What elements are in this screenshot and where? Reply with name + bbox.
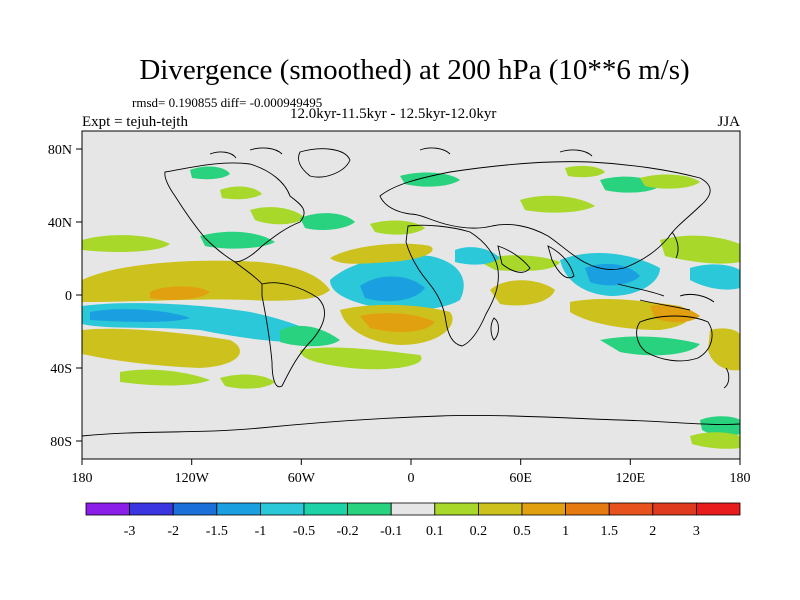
colorbar-label: -1.5 <box>206 524 228 539</box>
time-range-label: 12.0kyr-11.5kyr - 12.5kyr-12.0kyr <box>290 106 497 122</box>
coast-africa <box>405 224 499 347</box>
x-tick-120e: 120E <box>616 471 646 486</box>
europe-green <box>370 220 425 235</box>
colorbar-label: -0.5 <box>293 524 315 539</box>
north-pacific-negative <box>200 231 275 249</box>
south-pacific-positive <box>82 328 240 368</box>
colorbar-box <box>477 502 523 516</box>
atlantic-north-positive <box>330 243 433 264</box>
coast-australia <box>636 315 713 362</box>
arctic-negative-1 <box>190 166 230 180</box>
coast-madagascar <box>490 317 499 341</box>
colorbar-label: 0.2 <box>470 524 488 539</box>
x-tick-60w: 60W <box>288 471 316 486</box>
west-pacific-negative <box>690 264 740 290</box>
colorbar-box <box>696 502 741 516</box>
coast-india <box>547 245 575 279</box>
east-africa-negative <box>455 247 500 265</box>
x-tick-0: 0 <box>408 471 415 486</box>
coast-europe-asia <box>379 161 711 271</box>
coast-arctic-islands <box>209 147 593 159</box>
colorbar-box <box>652 502 697 516</box>
southern-ocean-green-2 <box>690 432 740 449</box>
colorbar-box <box>303 502 348 516</box>
south-pacific-green-edge <box>120 369 210 386</box>
arabian-positive <box>490 280 555 306</box>
arctic-green-1 <box>220 186 262 200</box>
rmsd-diff-stats: rmsd= 0.190855 diff= -0.000949495 <box>132 95 323 110</box>
x-tick-120w: 120W <box>175 471 210 486</box>
south-atlantic-positive-core <box>360 313 435 332</box>
colorbar-box <box>347 502 392 516</box>
x-tick-180w: 180 <box>72 471 93 486</box>
colorbar-label: 1 <box>562 524 569 539</box>
y-tick-80n: 80N <box>48 143 72 158</box>
colorbar-label: -0.1 <box>380 524 402 539</box>
south-atlantic-green-band <box>300 347 422 370</box>
y-tick-40s: 40S <box>50 362 72 377</box>
asia-negative-core <box>585 263 640 286</box>
coast-greenland <box>298 148 351 178</box>
north-america-green <box>250 207 305 225</box>
southern-ocean-negative <box>700 416 740 437</box>
colorbar-box <box>521 502 566 516</box>
colorbar-label: 0.1 <box>426 524 444 539</box>
x-tick-60e: 60E <box>509 471 532 486</box>
colorbar-label: -2 <box>167 524 179 539</box>
coast-new-zealand <box>723 367 730 389</box>
colorbar-label: 0.5 <box>513 524 531 539</box>
coast-maritime-continent <box>617 283 715 311</box>
south-atlantic-negative-band <box>280 325 340 347</box>
coastlines <box>82 147 740 437</box>
colorbar-label: -0.2 <box>337 524 359 539</box>
colorbar-label: 2 <box>649 524 656 539</box>
indian-ocean-core <box>650 304 700 323</box>
colorbar-label: 3 <box>693 524 700 539</box>
central-asia-green <box>520 195 595 213</box>
x-tick-180e: 180 <box>730 471 751 486</box>
australia-south-negative <box>600 336 700 356</box>
arctic-negative-2 <box>400 172 460 187</box>
atlantic-negative-core <box>360 276 425 302</box>
colorbar-box <box>434 502 479 516</box>
coast-japan <box>671 231 679 259</box>
arctic-green-3 <box>565 165 605 178</box>
west-pacific-green <box>660 235 740 264</box>
contour-fills <box>82 165 740 449</box>
y-tick-80s: 80S <box>50 435 72 450</box>
colorbar-box <box>85 502 130 516</box>
coast-antarctica <box>82 415 740 437</box>
coast-south-america <box>261 282 325 388</box>
experiment-label: Expt = tejuh-tejth <box>82 114 188 130</box>
colorbar-box <box>259 502 305 516</box>
south-pacific-negative-core <box>90 309 190 322</box>
chart-title: Divergence (smoothed) at 200 hPa (10**6 … <box>139 54 690 86</box>
north-atlantic-negative <box>300 213 355 230</box>
axis-tick-marks <box>76 148 741 465</box>
colorbar-box <box>216 502 261 516</box>
coast-arabia <box>497 245 531 273</box>
southern-ocean-green <box>220 374 275 389</box>
colorbar-label: 1.5 <box>600 524 618 539</box>
colorbar-box <box>390 502 436 516</box>
pacific-positive-band <box>82 260 330 302</box>
arctic-green-2 <box>640 174 700 189</box>
colorbar: -3 -2 -1.5 -1 -0.5 -0.2 -0.1 0.1 0.2 0.5 1 1.5 2 3 <box>85 502 741 539</box>
north-pacific-green <box>82 235 170 252</box>
coast-north-america <box>164 162 305 263</box>
coast-central-america <box>234 261 263 285</box>
colorbar-box <box>129 502 174 516</box>
colorbar-label: -1 <box>255 524 267 539</box>
y-tick-0: 0 <box>65 289 72 304</box>
colorbar-box <box>172 502 218 516</box>
colorbar-box <box>608 502 654 516</box>
y-tick-40n: 40N <box>48 216 72 231</box>
australia-positive <box>708 328 740 371</box>
arabian-green <box>480 255 560 272</box>
pacific-core-positive <box>150 286 210 300</box>
colorbar-box <box>565 502 610 516</box>
season-label: JJA <box>717 114 740 130</box>
colorbar-label: -3 <box>124 524 136 539</box>
